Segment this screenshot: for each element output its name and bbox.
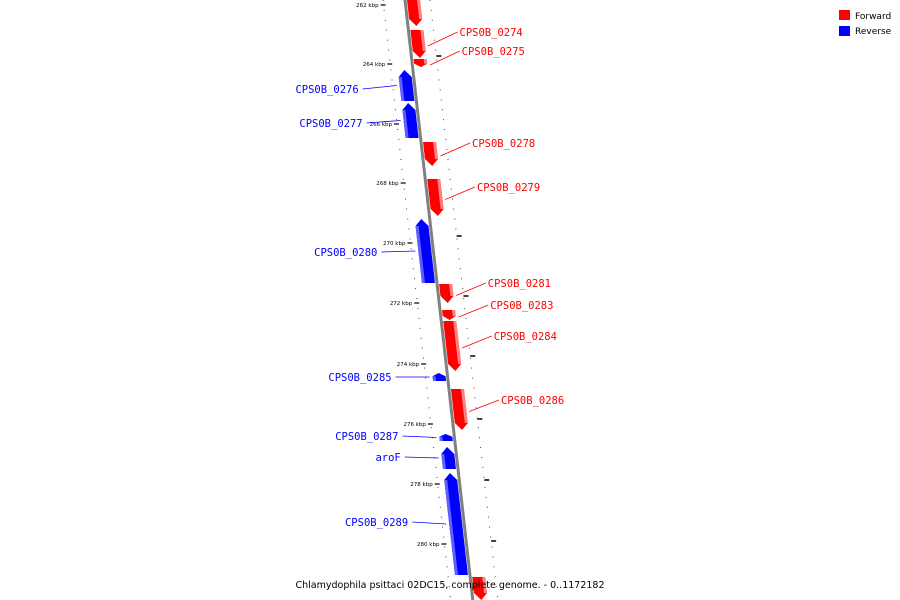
legend-label-reverse: Reverse: [855, 27, 892, 37]
gene-arrow-shading: [432, 376, 437, 381]
genome-title: Chlamydophila psittaci 02DC15, complete …: [295, 580, 604, 591]
gene-label[interactable]: CPS0B_0279: [477, 182, 540, 194]
gene-label-leader: [362, 85, 397, 90]
gene-label-leader: [458, 304, 489, 318]
gene-label[interactable]: CPS0B_0284: [494, 331, 557, 343]
legend-swatch-forward: [839, 10, 850, 20]
gene-label-leader: [366, 120, 401, 124]
kbp-tick-label: 266 kbp: [370, 122, 393, 128]
kbp-tick-label: 264 kbp: [363, 62, 386, 68]
gene-arrow-shading: [415, 226, 425, 283]
gene-label[interactable]: CPS0B_0278: [472, 138, 535, 150]
gene-label[interactable]: CPS0B_0289: [345, 517, 408, 529]
gene-label[interactable]: CPS0B_0274: [460, 27, 523, 39]
gene-arrow-shading: [439, 436, 443, 441]
gene-arrow-shading: [416, 0, 423, 19]
gene-label[interactable]: CPS0B_0283: [490, 300, 553, 312]
kbp-tick-label: 280 kbp: [417, 542, 440, 548]
gene-label-leader: [461, 335, 492, 349]
kbp-tick-label: 274 kbp: [397, 362, 420, 368]
gene-arrow-shading: [433, 142, 438, 159]
gene-arrow[interactable]: [413, 59, 428, 67]
kbp-tick-label: 276 kbp: [403, 422, 426, 428]
gene-label-leader: [456, 282, 486, 296]
genome-backbone: [403, 0, 475, 600]
gene-label-leader: [412, 521, 447, 525]
gene-label-leader: [404, 456, 439, 459]
gene-arrow-shading: [444, 480, 458, 575]
gene-label[interactable]: CPS0B_0277: [299, 118, 362, 130]
gene-arrow-shading: [437, 179, 444, 209]
gene-label[interactable]: CPS0B_0280: [314, 247, 377, 259]
gene-label[interactable]: CPS0B_0276: [295, 84, 358, 96]
gene-arrow-shading: [423, 59, 428, 64]
gene-arrow-shading: [453, 321, 462, 364]
gene-label[interactable]: aroF: [375, 452, 400, 464]
gene-label[interactable]: CPS0B_0275: [462, 46, 525, 58]
gene-label[interactable]: CPS0B_0281: [488, 278, 551, 290]
gene-label-leader: [429, 50, 460, 66]
gene-arrow[interactable]: [444, 473, 468, 575]
gene-label[interactable]: CPS0B_0285: [328, 372, 391, 384]
gene-arrow[interactable]: [432, 373, 447, 381]
gene-label-leader: [469, 399, 500, 412]
gene-arrow[interactable]: [439, 434, 453, 441]
kbp-tick-label: 278 kbp: [410, 482, 433, 488]
gene-arrow-shading: [402, 110, 409, 138]
label-layer: CPS0B_0274 CPS0B_0275 CPS0B_0276 CPS0B_0277…: [295, 27, 564, 529]
gene-label-leader: [402, 435, 437, 438]
gene-arrow-shading: [460, 389, 468, 423]
gene-label[interactable]: CPS0B_0286: [501, 395, 564, 407]
gene-label-leader: [440, 142, 471, 157]
gene-label-leader: [381, 250, 416, 253]
kbp-tick-label: 262 kbp: [356, 3, 379, 9]
gene-arrow-shading: [420, 30, 426, 51]
gene-arrow-shading: [449, 284, 454, 296]
gene-layer: [398, 0, 488, 600]
gene-arrow-shading: [398, 77, 405, 101]
gene-label[interactable]: CPS0B_0287: [335, 431, 398, 443]
kbp-tick-label: 268 kbp: [376, 181, 399, 187]
gene-arrow-shading: [452, 310, 456, 316]
legend: Forward Reverse: [839, 10, 892, 37]
backbone-layer: [403, 0, 475, 600]
gene-arrow-shading: [482, 577, 488, 593]
legend-swatch-reverse: [839, 26, 850, 36]
legend-label-forward: Forward: [855, 12, 891, 22]
gene-arrow[interactable]: [442, 310, 456, 320]
tick-layer: 262 kbp 264 kbp 266 kbp 268 kbp 270 kbp 272 k…: [356, 3, 497, 548]
kbp-tick-label: 272 kbp: [390, 301, 413, 307]
kbp-tick-label: 270 kbp: [383, 241, 406, 247]
gene-label-leader: [427, 31, 458, 47]
gene-label-leader: [445, 186, 476, 200]
gene-arrow-shading: [441, 454, 446, 469]
